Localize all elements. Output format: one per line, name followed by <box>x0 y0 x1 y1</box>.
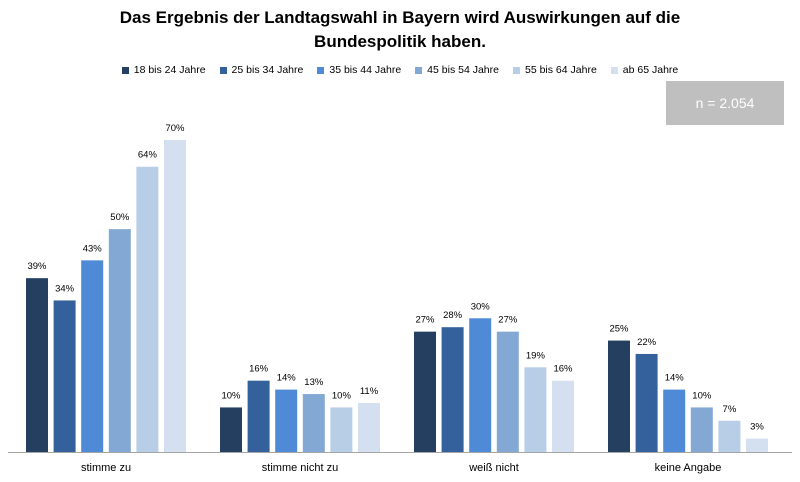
data-label: 19% <box>526 350 546 361</box>
legend-label: 25 bis 34 Jahre <box>231 64 304 76</box>
bar <box>690 407 713 452</box>
legend-item: ab 65 Jahre <box>610 64 679 76</box>
legend-item: 18 bis 24 Jahre <box>121 64 206 76</box>
legend-label: 55 bis 64 Jahre <box>524 64 597 76</box>
chart-title: Das Ergebnis der Landtagswahl in Bayern … <box>0 6 800 54</box>
legend-item: 45 bis 54 Jahre <box>415 64 499 76</box>
data-label: 64% <box>138 150 158 161</box>
legend-item: 55 bis 64 Jahre <box>512 64 597 76</box>
bar <box>164 140 186 452</box>
bar <box>26 278 48 452</box>
bar <box>247 380 270 452</box>
bar <box>635 353 658 452</box>
bar <box>358 402 380 452</box>
chart-title-line-2: Bundespolitik haben. <box>314 32 486 51</box>
legend-swatch <box>512 66 520 74</box>
data-label: 70% <box>165 123 185 134</box>
bar <box>608 340 630 452</box>
legend: 18 bis 24 Jahre 25 bis 34 Jahre 35 bis 4… <box>0 64 800 76</box>
legend-swatch <box>219 66 227 74</box>
legend-label: 35 bis 44 Jahre <box>329 64 402 76</box>
legend-swatch <box>415 66 423 74</box>
bar <box>414 331 436 452</box>
bar <box>108 229 131 452</box>
legend-item: 25 bis 34 Jahre <box>219 64 304 76</box>
category-label: stimme zu <box>81 462 131 474</box>
category-label: keine Angabe <box>655 462 722 474</box>
data-label: 16% <box>249 364 269 375</box>
legend-swatch <box>610 66 618 74</box>
bar <box>552 380 574 452</box>
data-label: 3% <box>750 422 764 433</box>
data-label: 13% <box>304 377 324 388</box>
data-label: 50% <box>110 212 130 223</box>
data-label: 27% <box>498 315 518 326</box>
legend-swatch <box>121 66 129 74</box>
data-label: 14% <box>665 373 685 384</box>
bar <box>302 394 325 452</box>
chart-title-line-1: Das Ergebnis der Landtagswahl in Bayern … <box>119 8 681 27</box>
data-label: 11% <box>360 386 379 397</box>
bar <box>136 166 159 452</box>
bar <box>330 407 353 452</box>
legend-swatch <box>317 66 325 74</box>
data-label: 43% <box>83 243 103 254</box>
bar <box>718 420 741 452</box>
data-label: 27% <box>415 315 435 326</box>
bar <box>524 367 547 452</box>
bar <box>220 407 242 452</box>
data-label: 22% <box>637 337 657 348</box>
data-label: 34% <box>55 283 75 294</box>
bar <box>469 318 492 452</box>
data-label: 10% <box>332 390 352 401</box>
bar <box>663 389 686 452</box>
data-label: 7% <box>723 404 737 415</box>
legend-label: ab 65 Jahre <box>622 64 679 76</box>
data-label: 28% <box>443 310 463 321</box>
data-label: 14% <box>277 373 297 384</box>
data-label: 25% <box>609 324 629 335</box>
legend-label: 45 bis 54 Jahre <box>427 64 499 76</box>
data-label: 30% <box>471 301 491 312</box>
bar <box>81 260 104 452</box>
legend-label: 18 bis 24 Jahre <box>133 64 206 76</box>
data-label: 39% <box>27 261 47 272</box>
bar <box>441 327 464 452</box>
bar <box>496 331 519 452</box>
bar <box>53 300 76 452</box>
sample-size-badge: n = 2.054 <box>666 81 784 125</box>
bar <box>746 438 768 452</box>
data-label: 10% <box>692 390 712 401</box>
data-label: 16% <box>553 364 573 375</box>
legend-item: 35 bis 44 Jahre <box>317 64 401 76</box>
category-label: stimme nicht zu <box>262 462 338 474</box>
category-label: weiß nicht <box>468 462 519 474</box>
data-label: 10% <box>221 390 241 401</box>
bar <box>275 389 298 452</box>
